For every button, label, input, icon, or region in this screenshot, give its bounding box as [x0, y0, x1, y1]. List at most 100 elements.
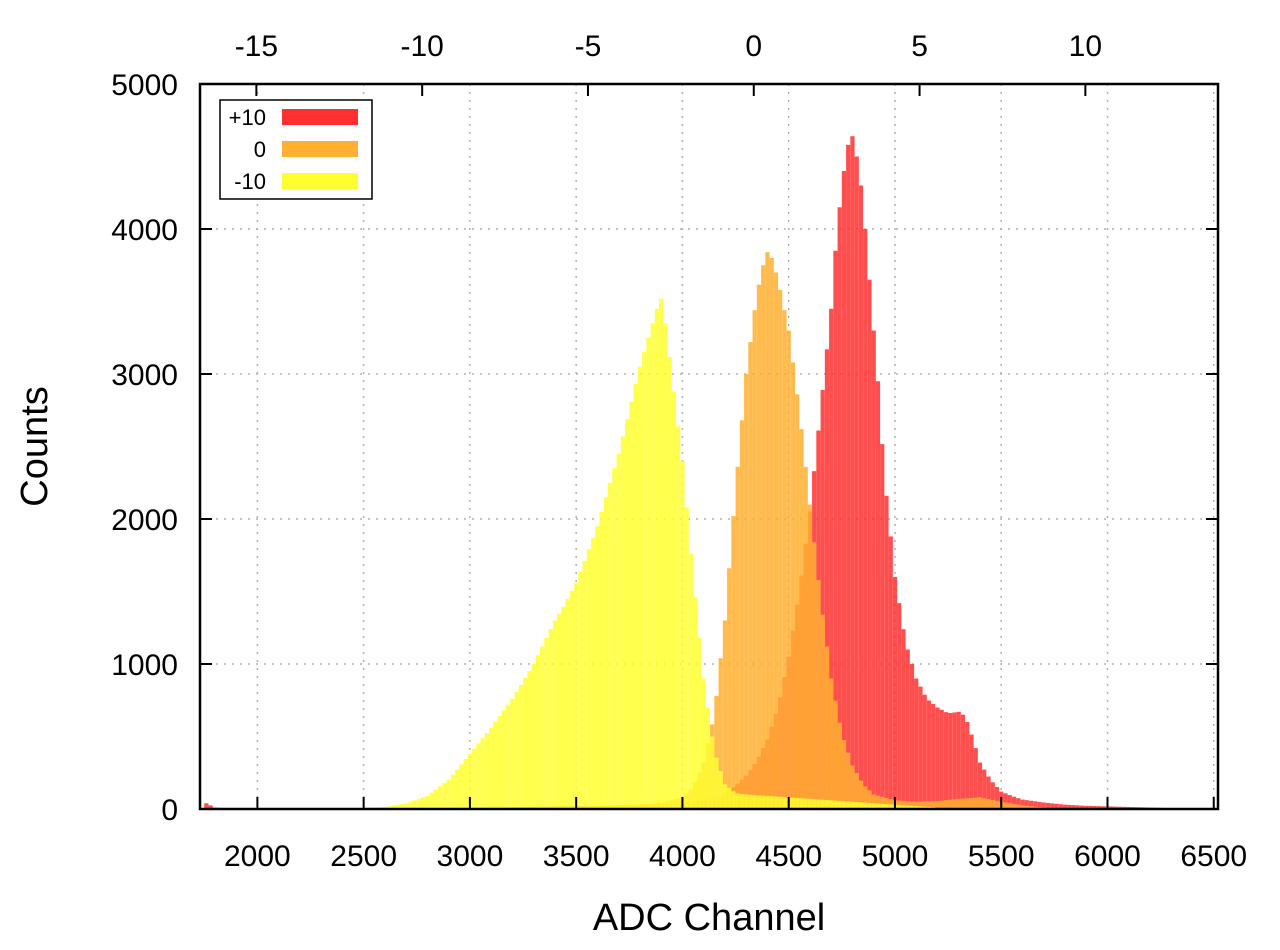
- x-tick-label: 4500: [755, 840, 822, 873]
- x-tick-label: 3000: [437, 840, 504, 873]
- histogram-bar: [829, 800, 833, 809]
- histogram-bar: [561, 607, 565, 809]
- histogram-bar: [804, 467, 808, 809]
- histogram-bar: [901, 629, 905, 809]
- histogram-bar: [774, 797, 778, 809]
- histogram-bar: [583, 561, 587, 809]
- histogram-bar: [795, 798, 799, 809]
- histogram-bar: [757, 795, 761, 809]
- histogram-bar: [498, 716, 502, 809]
- histogram-bar: [544, 638, 548, 809]
- histogram-bar: [629, 402, 633, 809]
- histogram-bar: [651, 323, 655, 809]
- histogram-bar: [553, 621, 557, 810]
- histogram-bar: [532, 664, 536, 809]
- histogram-bar: [765, 252, 769, 809]
- histogram-bar: [557, 614, 561, 809]
- histogram-bar: [969, 798, 973, 809]
- histogram-bar: [965, 722, 969, 809]
- histogram-bar: [719, 771, 723, 809]
- y-tick-label: 0: [161, 794, 178, 827]
- histogram-bar: [986, 799, 990, 809]
- histogram-bar: [923, 695, 927, 809]
- histogram-bar: [838, 723, 842, 809]
- histogram-bar: [676, 426, 680, 809]
- histogram-bar: [884, 496, 888, 809]
- histogram-bar: [770, 258, 774, 809]
- x2-tick-label: -5: [575, 30, 602, 63]
- histogram-bar: [659, 299, 663, 809]
- histogram-bar: [859, 186, 863, 810]
- histogram-bar: [485, 733, 489, 809]
- histogram-bar: [863, 229, 867, 809]
- histogram-bar: [778, 797, 782, 809]
- histogram-bar: [642, 352, 646, 809]
- histogram-bar: [570, 591, 574, 809]
- y-tick-label: 2000: [111, 504, 178, 537]
- histogram-bar: [574, 583, 578, 809]
- histogram-bar: [876, 381, 880, 809]
- x2-tick-label: 10: [1069, 30, 1102, 63]
- histogram-bar: [481, 738, 485, 809]
- histogram-bar: [417, 799, 421, 809]
- histogram-bar: [744, 795, 748, 810]
- histogram-bar: [969, 735, 973, 809]
- histogram-bar: [982, 798, 986, 809]
- histogram-bar: [727, 568, 731, 809]
- histogram-bar: [685, 507, 689, 809]
- histogram-bar: [787, 331, 791, 810]
- histogram-bar: [855, 157, 859, 810]
- histogram-bar: [519, 685, 523, 809]
- histogram-bar: [825, 647, 829, 809]
- histogram-bar: [668, 357, 672, 809]
- histogram-bar: [948, 800, 952, 809]
- histogram-bar: [842, 740, 846, 809]
- x2-tick-label: -10: [400, 30, 443, 63]
- histogram-bar: [799, 798, 803, 809]
- histogram-bar: [846, 145, 850, 809]
- x2-tick-label: -15: [235, 30, 278, 63]
- histogram-bar: [578, 572, 582, 809]
- histogram-bar: [957, 712, 961, 809]
- histogram-bar: [765, 796, 769, 809]
- histogram-bar: [927, 701, 931, 809]
- histogram-bar: [833, 801, 837, 809]
- histogram-bar: [413, 800, 417, 809]
- histogram-bar: [791, 798, 795, 809]
- histogram-bar: [536, 655, 540, 809]
- histogram-bar: [506, 705, 510, 809]
- histogram-bar: [838, 207, 842, 809]
- histogram-bar: [425, 796, 429, 809]
- legend-swatch: [282, 173, 358, 189]
- histogram-bar: [451, 775, 455, 809]
- y-tick-label: 3000: [111, 359, 178, 392]
- histogram-bar: [587, 549, 591, 809]
- y-tick-label: 4000: [111, 214, 178, 247]
- histogram-bar: [736, 467, 740, 809]
- legend-label: +10: [229, 105, 266, 130]
- histogram-bar: [736, 793, 740, 809]
- histogram-bar: [591, 538, 595, 809]
- histogram-bar: [961, 799, 965, 809]
- x-tick-label: 5000: [862, 840, 929, 873]
- histogram-bar: [774, 273, 778, 810]
- histogram-bar: [621, 436, 625, 809]
- histogram-bar: [816, 580, 820, 809]
- histogram-bar: [833, 701, 837, 809]
- histogram-bar: [697, 638, 701, 809]
- histogram-bar: [464, 759, 468, 809]
- histogram-bar: [740, 420, 744, 809]
- histogram-bar: [748, 342, 752, 809]
- histogram-bar: [812, 542, 816, 809]
- histogram-bar: [689, 554, 693, 809]
- x2-tick-label: 0: [745, 30, 762, 63]
- histogram-bar: [914, 679, 918, 810]
- histogram-bar: [527, 671, 531, 809]
- histogram-bar: [952, 799, 956, 809]
- y-tick-label: 1000: [111, 649, 178, 682]
- x-tick-label: 5500: [968, 840, 1035, 873]
- x-tick-label: 6500: [1180, 840, 1247, 873]
- histogram-bar: [706, 708, 710, 810]
- x-tick-label: 2500: [330, 840, 397, 873]
